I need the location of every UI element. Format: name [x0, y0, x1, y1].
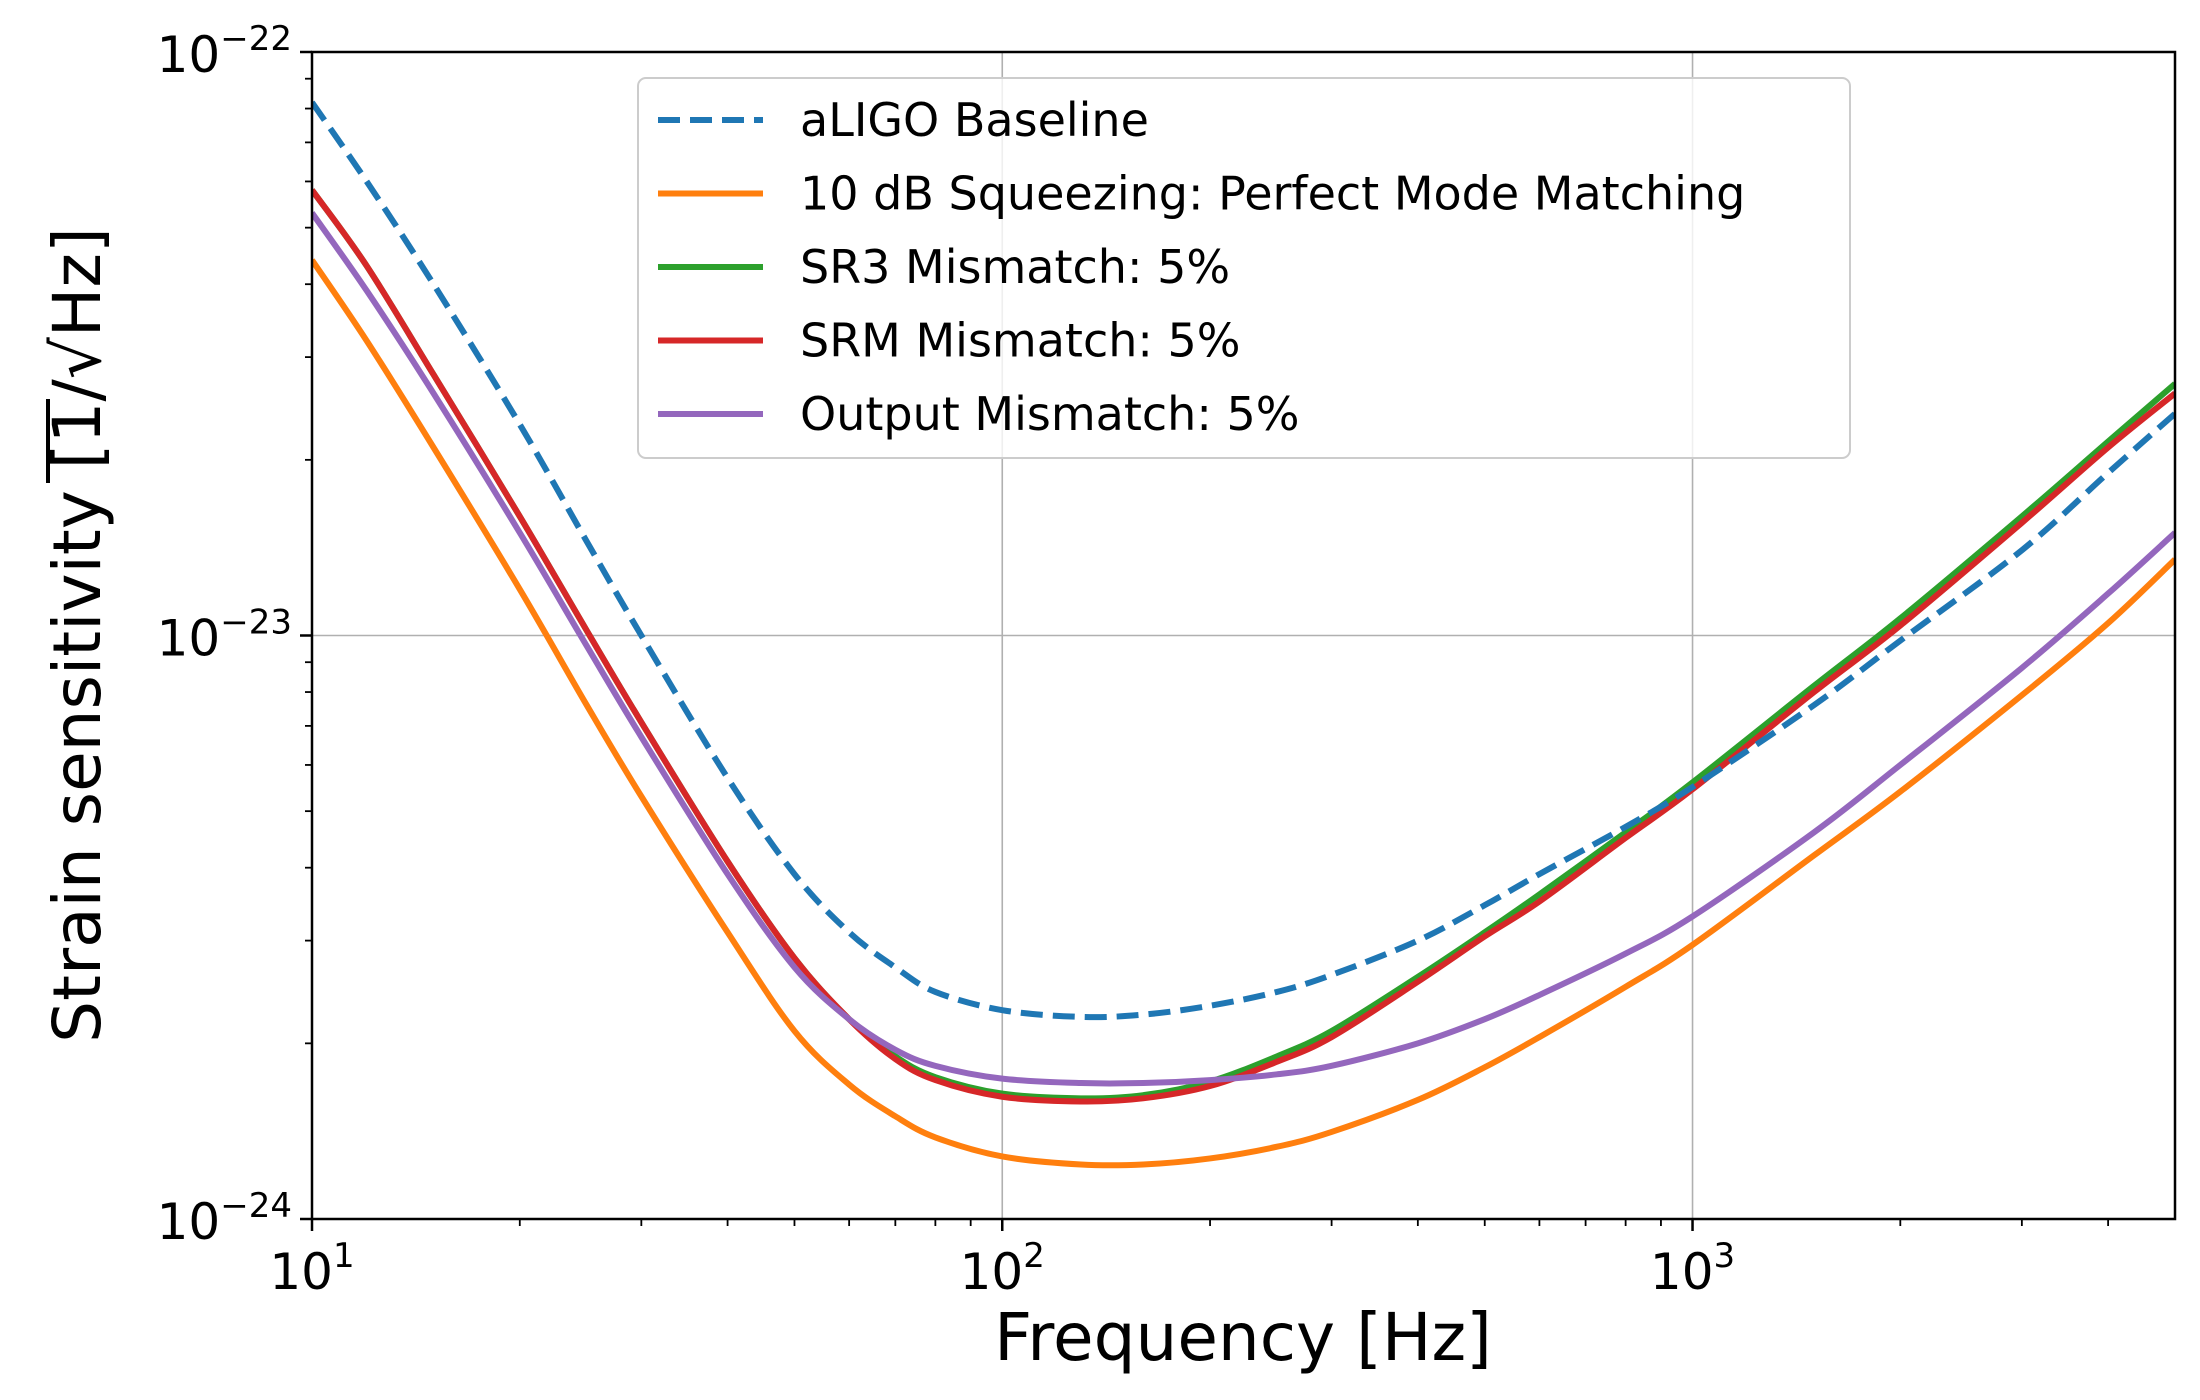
sqrt-radicand: Hz [39, 253, 116, 337]
y-axis-label: Strain sensitivity [1/√Hz] [39, 227, 116, 1043]
legend-label-srm-mismatch-5: SRM Mismatch: 5% [800, 314, 1240, 368]
legend-frame [637, 77, 1851, 459]
legend: aLIGO Baseline 10 dB Squeezing: Perfect M… [637, 77, 1851, 459]
y-tick-label: 10−23 [157, 603, 292, 668]
x-tick-label: 102 [960, 1236, 1045, 1301]
legend-label-10-db-squeezing-perfect-mode-matching: 10 dB Squeezing: Perfect Mode Matching [800, 167, 1745, 221]
legend-label-sr3-mismatch-5: SR3 Mismatch: 5% [800, 240, 1230, 294]
tick-labels: 101 102 103 10−24 10−23 10−22 [157, 19, 1736, 1301]
series-line-10-db-squeezing-perfect-mode-matching [312, 258, 2175, 1169]
y-tick-label: 10−24 [157, 1186, 292, 1251]
axis-ticks [300, 50, 2110, 1231]
y-tick-label: 10−22 [157, 19, 292, 84]
series-line-srm-mismatch-5 [312, 188, 2175, 1105]
svg-text:Strain sensitivity [1/√Hz]: Strain sensitivity [1/√Hz] [39, 227, 116, 1043]
series-lines [312, 100, 2175, 1169]
x-tick-label: 101 [269, 1236, 354, 1301]
x-axis-label: Frequency [Hz] [994, 1299, 1492, 1376]
series-line-output-mismatch-5 [312, 211, 2175, 1087]
legend-label-output-mismatch-5: Output Mismatch: 5% [800, 387, 1299, 441]
series-line-aligo-baseline [312, 100, 2175, 1021]
sqrt-sign: √ [39, 336, 116, 379]
legend-label-aligo-baseline: aLIGO Baseline [800, 93, 1149, 147]
y-axis-label-prefix: Strain sensitivity [1/ [39, 379, 116, 1043]
x-tick-label: 103 [1650, 1236, 1735, 1301]
y-axis-label-suffix: ] [39, 227, 116, 253]
